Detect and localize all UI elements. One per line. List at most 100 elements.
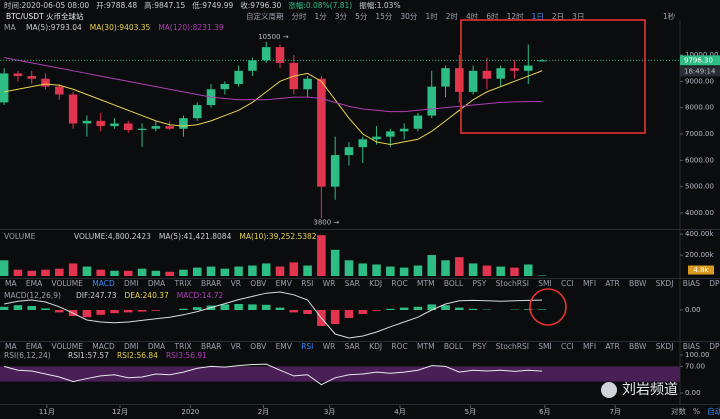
- volume-bar: [275, 266, 285, 276]
- volume-bar: [510, 267, 519, 276]
- x-tick-label: 11月: [39, 408, 55, 416]
- ohlc-info: 涨幅:0.08%(7.81): [288, 0, 352, 10]
- volume-bar: [220, 268, 230, 276]
- symbol: BTC/USDT 火币全球站: [6, 11, 84, 21]
- legend-item: MA(10):39,252.5382: [239, 232, 316, 241]
- indicator-tab: VOLUME: [52, 279, 84, 288]
- volume-bar: [455, 257, 464, 276]
- legend-item: DIF:247.73: [76, 291, 117, 300]
- y-tick-label: 10000.00: [685, 51, 718, 59]
- macd-bar: [275, 307, 285, 310]
- indicator-tab: BBW: [629, 279, 647, 288]
- macd-bar: [41, 308, 50, 310]
- indicator-tab: EMA: [26, 342, 43, 351]
- x-tick-label: 4月: [394, 408, 405, 416]
- candle-body: [124, 123, 133, 131]
- macd-bar: [537, 309, 547, 310]
- candle-body: [96, 120, 105, 127]
- rsi-band: [0, 366, 680, 382]
- candle-body: [303, 78, 312, 90]
- volume-tag: [688, 265, 714, 275]
- candle-body: [248, 60, 257, 71]
- y-tick-label: 5000.00: [685, 183, 714, 191]
- interval-tab: 3日: [572, 12, 584, 21]
- volume-bar: [524, 264, 533, 276]
- candle-body: [55, 86, 64, 95]
- macd-bar: [344, 310, 354, 318]
- legend-item: RSI3:56.91: [166, 351, 207, 360]
- legend-item: VOLUME:4,800.2423: [74, 232, 151, 241]
- macd-bar: [248, 304, 257, 310]
- y-tick-label: 4000.00: [685, 209, 714, 217]
- volume-bar: [386, 266, 395, 276]
- indicator-tab: TRIX: [174, 342, 192, 351]
- interval-tab: 3分: [335, 12, 348, 21]
- candle-body: [455, 68, 464, 92]
- legend-item: MA(30):9403.35: [90, 23, 151, 32]
- macd-bar: [124, 310, 133, 313]
- macd-bar: [13, 305, 23, 310]
- interval-tab: 30分: [400, 12, 418, 21]
- indicator-tab: OBV: [250, 279, 267, 288]
- volume-bar: [496, 266, 505, 276]
- macd-bar: [455, 307, 464, 310]
- volume-bar: [82, 266, 92, 276]
- macd-bar: [289, 310, 299, 313]
- volume-bar: [441, 260, 450, 276]
- candle-body: [413, 115, 423, 129]
- volume-current: 4.8k: [693, 266, 709, 274]
- x-tick-label: 3月: [324, 408, 335, 416]
- volume-bar: [41, 269, 50, 276]
- indicator-tab: MFI: [583, 342, 596, 351]
- indicator-tab: EMV: [276, 279, 293, 288]
- panel-title: MACD(12,26,9): [4, 291, 61, 300]
- indicator-tab: SAR: [345, 342, 360, 351]
- volume-bar: [372, 264, 381, 276]
- indicator-tab: DMI: [124, 342, 138, 351]
- y-tick-label: 70.00: [685, 362, 705, 370]
- volume-bar: [137, 268, 147, 276]
- candle-body: [482, 70, 492, 79]
- volume-bar: [206, 266, 216, 276]
- volume-bar: [234, 266, 243, 276]
- y-tick-label: 0.00: [685, 306, 701, 314]
- candle-body: [496, 68, 505, 79]
- macd-bar: [330, 310, 340, 324]
- macd-bar: [137, 310, 147, 312]
- volume-bar: [0, 260, 9, 276]
- last-price: 9796.30: [684, 56, 713, 64]
- candle-body: [165, 126, 174, 129]
- macd-bar: [55, 310, 64, 313]
- indicator-tab: MFI: [583, 279, 596, 288]
- volume-bar: [261, 263, 271, 276]
- volume-bar: [124, 270, 133, 276]
- candle-body: [524, 65, 533, 71]
- ohlc-info: 低:9749.99: [192, 0, 233, 10]
- price-annotation: 10500 →: [258, 33, 288, 41]
- legend-item: MA(5):41,421.8084: [159, 232, 232, 241]
- highlight-box: [460, 19, 646, 134]
- interval-tab: 15分: [375, 12, 393, 21]
- indicator-tab: VR: [231, 342, 241, 351]
- indicator-tab: ATR: [605, 279, 619, 288]
- candle-body: [344, 147, 354, 156]
- x-tick-label: 7月: [609, 408, 620, 416]
- indicator-tab: MA: [5, 279, 17, 288]
- watermark-icon: [601, 382, 617, 398]
- macd-bar: [468, 308, 478, 310]
- ma-line: [4, 70, 543, 146]
- indicator-tab: RSI: [301, 342, 313, 351]
- interval-tab: 5分: [355, 12, 368, 21]
- legend-item: RSI1:57.57: [68, 351, 109, 360]
- volume-bar: [482, 265, 492, 276]
- interval-tab: 6时: [486, 11, 499, 21]
- macd-bar: [82, 310, 92, 318]
- indicator-tab: BRAR: [201, 342, 221, 351]
- x-tick-label: 6月: [539, 408, 550, 416]
- countdown-tag: [680, 66, 720, 77]
- macd-bar: [110, 310, 119, 314]
- candle-body: [330, 155, 340, 187]
